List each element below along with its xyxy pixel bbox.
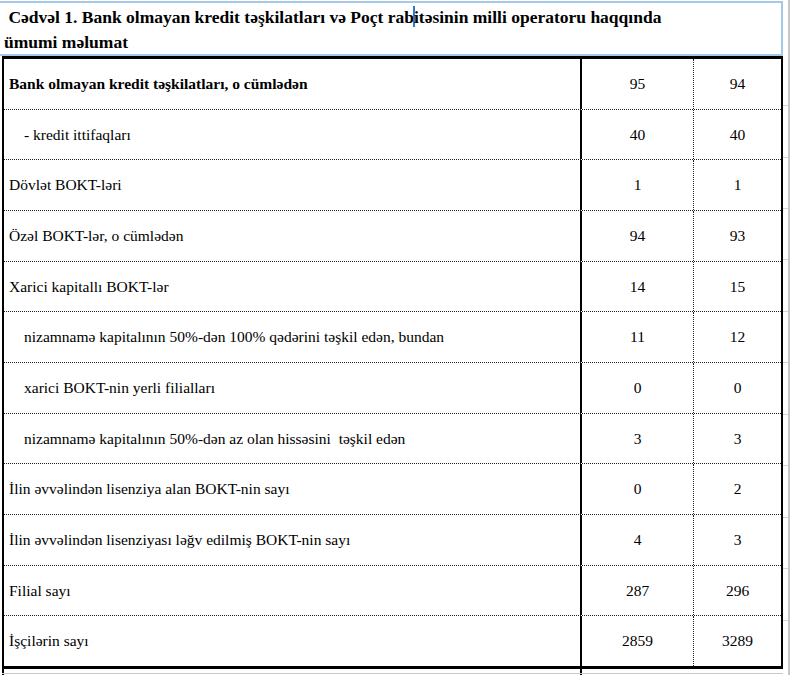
- row-label-cell[interactable]: nizamnamə kapitalının 50%-dən 100% qədər…: [4, 312, 582, 362]
- value1-cell[interactable]: 4: [582, 515, 694, 565]
- row-label-cell[interactable]: İlin əvvəlindən lisenziyası ləğv edilmiş…: [4, 515, 582, 565]
- table-title-box[interactable]: Cədvəl 1. Bank olmayan kredit təşkilatla…: [0, 1, 783, 56]
- value2-cell[interactable]: 15: [694, 262, 781, 312]
- table-row: nizamnamə kapitalının 50%-dən 100% qədər…: [4, 312, 781, 363]
- value2-cell[interactable]: 1: [694, 160, 781, 210]
- value1-cell[interactable]: 287: [582, 566, 694, 616]
- table-row: İşçilərin sayı 2859 3289: [4, 616, 781, 666]
- value2-cell[interactable]: 2: [694, 464, 781, 514]
- table-row: Bank olmayan kredit təşkilatları, o cüml…: [4, 59, 781, 110]
- table-row: Xarici kapitallı BOKT-lər 14 15: [4, 262, 781, 313]
- value2-cell[interactable]: 93: [694, 211, 781, 261]
- value2-cell[interactable]: 296: [694, 566, 781, 616]
- next-row-column-border: [580, 669, 582, 675]
- next-row-gridline: [2, 673, 783, 674]
- row-label-cell[interactable]: İlin əvvəlindən lisenziya alan BOKT-nin …: [4, 464, 582, 514]
- title-text-after-cursor: itəsinin milli operatoru haqqında: [414, 7, 661, 27]
- value2-cell[interactable]: 3289: [694, 616, 781, 666]
- value2-cell[interactable]: 0: [694, 363, 781, 413]
- table-row: xarici BOKT-nin yerli filialları 0 0: [4, 363, 781, 414]
- value1-cell[interactable]: 94: [582, 211, 694, 261]
- value1-cell[interactable]: 11: [582, 312, 694, 362]
- table-row: - kredit ittifaqları 40 40: [4, 110, 781, 161]
- value1-cell[interactable]: 2859: [582, 616, 694, 666]
- table-row: İlin əvvəlindən lisenziya alan BOKT-nin …: [4, 464, 781, 515]
- table-row: İlin əvvəlindən lisenziyası ləğv edilmiş…: [4, 515, 781, 566]
- row-label-cell[interactable]: Dövlət BOKT-ləri: [4, 160, 582, 210]
- table-row: Dövlət BOKT-ləri 1 1: [4, 160, 781, 211]
- value2-cell[interactable]: 12: [694, 312, 781, 362]
- row-label-cell[interactable]: xarici BOKT-nin yerli filialları: [4, 363, 582, 413]
- statistics-table: Bank olmayan kredit təşkilatları, o cüml…: [2, 56, 783, 669]
- row-label-cell[interactable]: Bank olmayan kredit təşkilatları, o cüml…: [4, 59, 582, 109]
- row-label-cell[interactable]: Özəl BOKT-lər, o cümlədən: [4, 211, 582, 261]
- value2-cell[interactable]: 3: [694, 515, 781, 565]
- table-row: Filial sayı 287 296: [4, 566, 781, 617]
- value2-cell[interactable]: 94: [694, 59, 781, 109]
- table-row: nizamnamə kapitalının 50%-dən az olan hi…: [4, 414, 781, 465]
- title-text-before-cursor: Cədvəl 1. Bank olmayan kredit təşkilatla…: [4, 7, 414, 27]
- value1-cell[interactable]: 0: [582, 363, 694, 413]
- value1-cell[interactable]: 0: [582, 464, 694, 514]
- value1-cell[interactable]: 95: [582, 59, 694, 109]
- value2-cell[interactable]: 3: [694, 414, 781, 464]
- table-title-line1[interactable]: Cədvəl 1. Bank olmayan kredit təşkilatla…: [4, 5, 781, 30]
- table-title-line2[interactable]: ümumi məlumat: [4, 30, 781, 55]
- value2-cell[interactable]: 40: [694, 110, 781, 160]
- value1-cell[interactable]: 3: [582, 414, 694, 464]
- row-label-cell[interactable]: - kredit ittifaqları: [4, 110, 582, 160]
- row-label-cell[interactable]: nizamnamə kapitalının 50%-dən az olan hi…: [4, 414, 582, 464]
- value1-cell[interactable]: 40: [582, 110, 694, 160]
- row-label-cell[interactable]: Xarici kapitallı BOKT-lər: [4, 262, 582, 312]
- value1-cell[interactable]: 14: [582, 262, 694, 312]
- next-row-left-border: [2, 669, 4, 675]
- row-label-cell[interactable]: İşçilərin sayı: [4, 616, 582, 666]
- table-row: Özəl BOKT-lər, o cümlədən 94 93: [4, 211, 781, 262]
- value1-cell[interactable]: 1: [582, 160, 694, 210]
- row-label-cell[interactable]: Filial sayı: [4, 566, 582, 616]
